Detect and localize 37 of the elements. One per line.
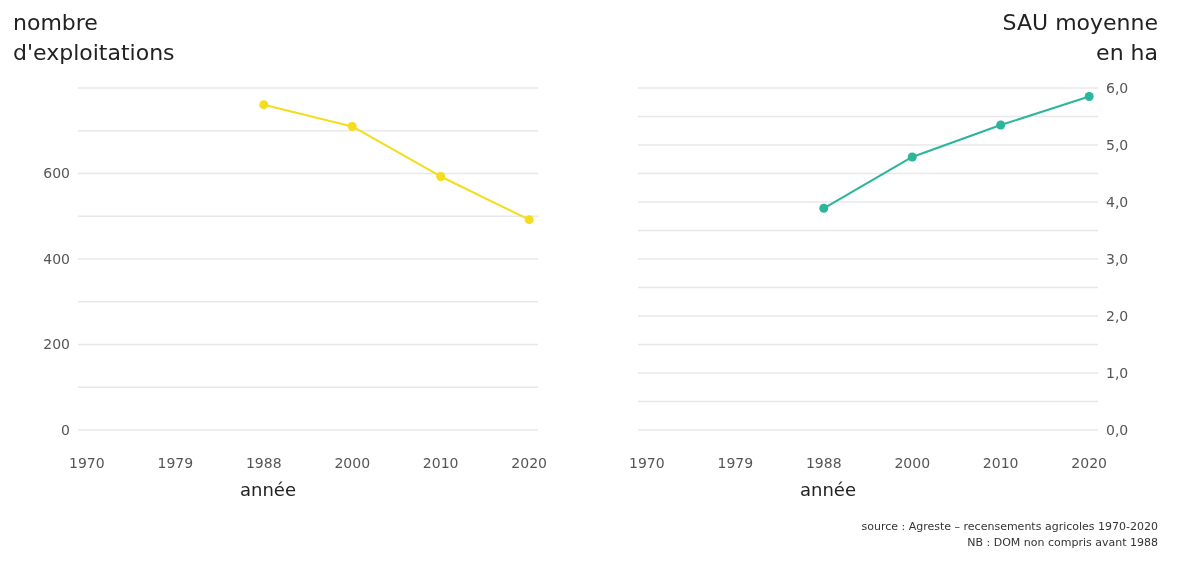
x-tick-label: 1979 (157, 455, 194, 471)
x-axis-title: année (800, 479, 856, 500)
x-axis-title: année (240, 479, 296, 500)
y2-tick-label: 1,0 (1106, 364, 1129, 381)
source-note: source : Agreste – recensements agricoles 1970-2020 (861, 520, 1158, 533)
point (524, 215, 534, 225)
point (907, 152, 917, 162)
point (347, 121, 357, 131)
x-tick-label: 2010 (982, 455, 1019, 471)
y2-tick-label: 2,0 (1106, 307, 1129, 324)
y2-tick-label: 3,0 (1106, 250, 1129, 267)
y-tick-label: 0 (61, 421, 70, 438)
x-tick-label: 1970 (629, 455, 665, 471)
x-tick-label: 1970 (69, 455, 105, 471)
point (259, 100, 269, 110)
point (996, 120, 1006, 130)
x-tick-label: 1988 (245, 455, 282, 471)
x-tick-label: 1979 (717, 455, 754, 471)
x-tick-label: 2020 (511, 455, 547, 471)
y2-tick-label: 5,0 (1106, 136, 1129, 153)
x-tick-label: 2020 (1071, 455, 1107, 471)
point (436, 171, 446, 181)
y-tick-label: 600 (43, 165, 70, 182)
y2-tick-label: 0,0 (1106, 421, 1129, 438)
y-tick-label: 400 (43, 250, 70, 267)
point (1084, 92, 1094, 102)
x-tick-label: 2010 (422, 455, 459, 471)
y2-axis-title: SAU moyenne en ha (1002, 10, 1158, 65)
text: NB : DOM non compris avant 1988 (967, 536, 1158, 549)
x-tick-label: 2000 (894, 455, 931, 471)
x-tick-label: 1988 (805, 455, 842, 471)
x-tick-label: 2000 (334, 455, 371, 471)
y2-tick-label: 4,0 (1106, 193, 1129, 210)
y2-tick-label: 6,0 (1106, 79, 1129, 96)
y-tick-label: 200 (43, 336, 70, 353)
point (819, 203, 829, 213)
y-axis-title: nombre d'exploitations (13, 10, 175, 65)
